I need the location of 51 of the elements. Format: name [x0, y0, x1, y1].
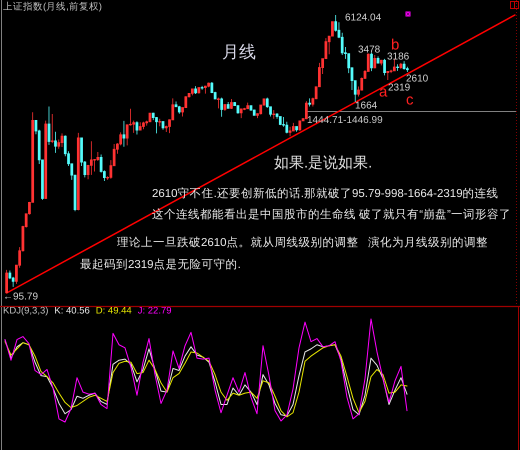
annotation: 月线: [222, 42, 256, 62]
candlestick: [383, 58, 386, 76]
candlestick: [370, 52, 373, 72]
legend: K: 40.56 D: 49.44 J: 22.79: [54, 306, 172, 316]
annotation: b: [391, 36, 400, 54]
annotation: 如果.是说如果.: [274, 154, 372, 172]
title: KDJ(9,3,3): [3, 306, 48, 316]
candlestick: [54, 131, 57, 154]
candlestick: [402, 60, 406, 70]
annotation: 1664: [355, 100, 378, 112]
candlestick: [272, 110, 276, 120]
annotation: 3186: [387, 52, 410, 62]
candlestick: [122, 120, 126, 148]
annotation: 2319: [388, 82, 410, 94]
candlestick: [60, 133, 64, 148]
annotation: 6124.04: [345, 12, 382, 24]
candlestick: [204, 85, 207, 94]
candlestick: [288, 126, 292, 137]
annotation: c: [406, 92, 414, 108]
candlestick: [308, 98, 311, 107]
candlestick: [230, 98, 233, 110]
candlestick: [217, 97, 220, 109]
annotation: 最起码到2319点是无险可守的.: [80, 259, 241, 271]
candlestick: [236, 104, 240, 114]
candlestick: [240, 108, 243, 119]
annotation: 理论上一旦跌破2610点。就从周线级别的调整 演化为月线级别的调整: [117, 237, 488, 249]
candlestick: [142, 121, 145, 130]
annotation: 这个连线都能看出是中国股市的生命线 破了就只有“崩盘”一词形容了: [152, 209, 511, 221]
title: 上证指数(月线,前复权): [3, 2, 102, 12]
candlestick: [376, 56, 380, 64]
candlestick: [148, 112, 152, 123]
candlestick: [90, 140, 93, 176]
candlestick: [162, 120, 164, 130]
candlestick: [136, 120, 138, 135]
candlestick: [194, 86, 197, 94]
annotation: a: [379, 84, 388, 100]
candlestick: [396, 64, 399, 72]
annotation: 2610: [406, 74, 428, 84]
annotation: 3478: [358, 44, 380, 56]
candlestick: [386, 70, 390, 80]
candlestick: [200, 85, 204, 90]
candlestick: [224, 104, 226, 112]
candlestick: [392, 58, 396, 72]
candlestick: [295, 126, 298, 132]
candlestick: [48, 106, 50, 146]
candlestick: [50, 114, 54, 144]
candlestick: [246, 102, 250, 110]
candlestick: [226, 102, 230, 110]
candlestick: [158, 118, 162, 127]
candlestick: [155, 116, 158, 134]
annotation: ←95.79: [3, 292, 38, 302]
